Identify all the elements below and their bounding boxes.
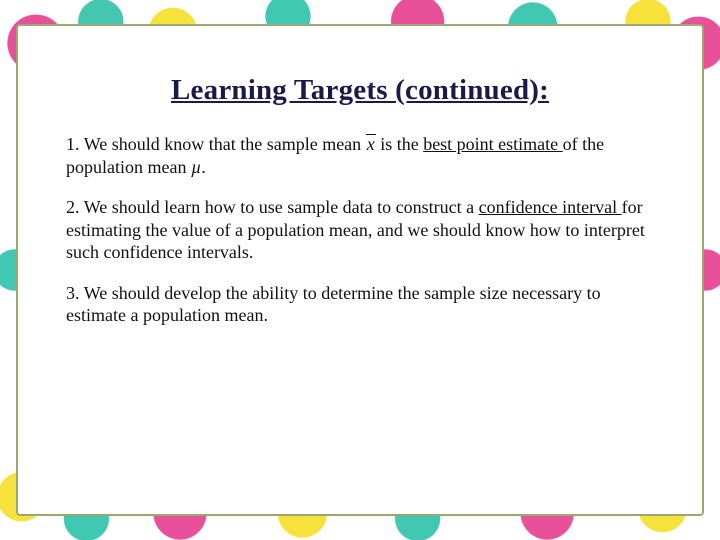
item-text: We should know that the sample mean: [84, 134, 366, 154]
slide-title: Learning Targets (continued):: [66, 74, 654, 107]
item-text: We should develop the ability to determi…: [66, 283, 601, 326]
target-item-2: 2. We should learn how to use sample dat…: [66, 196, 654, 264]
item-number: 1.: [66, 134, 80, 154]
underlined-term: confidence interval: [479, 197, 622, 217]
mu-symbol: µ: [191, 157, 201, 177]
item-text: is the: [380, 134, 423, 154]
target-item-1: 1. We should know that the sample mean x…: [66, 133, 654, 178]
x-bar-symbol: x: [366, 133, 376, 156]
item-number: 2.: [66, 197, 80, 217]
underlined-term: best point estimate: [423, 134, 562, 154]
item-text: .: [201, 157, 206, 177]
item-number: 3.: [66, 283, 80, 303]
content-panel: Learning Targets (continued): 1. We shou…: [16, 24, 704, 516]
target-item-3: 3. We should develop the ability to dete…: [66, 282, 654, 327]
item-text: We should learn how to use sample data t…: [84, 197, 479, 217]
